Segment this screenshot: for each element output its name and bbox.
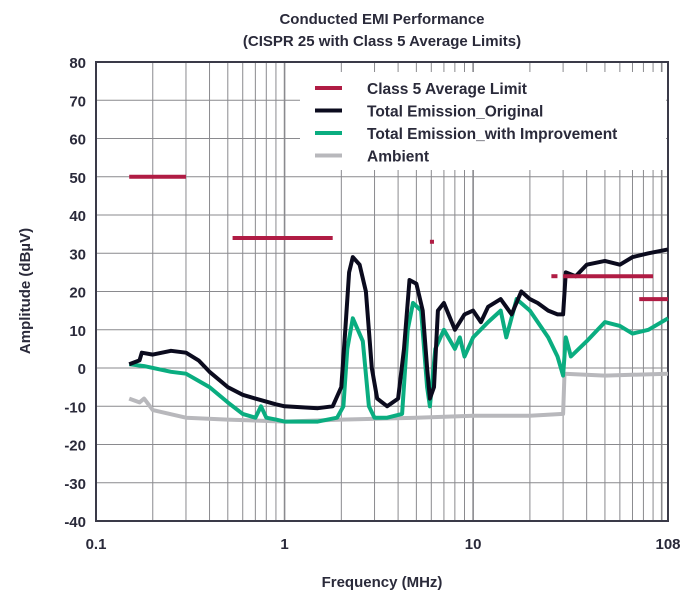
y-tick-label: 0	[78, 361, 86, 378]
y-tick-label: -10	[64, 399, 86, 416]
x-axis-label: Frequency (MHz)	[322, 574, 443, 591]
y-tick-label: -40	[64, 514, 86, 531]
y-tick-label: 20	[69, 285, 86, 302]
series-line-total-emission-original	[128, 247, 669, 411]
x-tick-label: 10	[465, 536, 482, 553]
chart-subtitle: (CISPR 25 with Class 5 Average Limits)	[243, 33, 521, 50]
legend-label: Ambient	[367, 149, 429, 166]
legend-label: Class 5 Average Limit	[367, 81, 527, 98]
y-tick-label: 10	[69, 323, 86, 340]
y-tick-label: -30	[64, 476, 86, 493]
legend-label: Total Emission_with Improvement	[367, 126, 617, 143]
y-tick-label: 70	[69, 93, 86, 110]
y-tick-label: -20	[64, 438, 86, 455]
legend-label: Total Emission_Original	[367, 104, 543, 121]
y-tick-label: 80	[69, 55, 86, 72]
series-line-ambient	[128, 371, 669, 424]
x-tick-label: 108	[655, 536, 680, 553]
y-tick-label: 50	[69, 170, 86, 187]
y-tick-label: 30	[69, 246, 86, 263]
legend-box	[300, 72, 666, 170]
y-tick-label: 60	[69, 132, 86, 149]
chart-title: Conducted EMI Performance	[279, 11, 484, 28]
plot-border	[95, 61, 669, 522]
x-tick-label: 0.1	[86, 536, 107, 553]
y-axis-label: Amplitude (dBµV)	[17, 228, 34, 354]
y-tick-label: 40	[69, 208, 86, 225]
x-tick-label: 1	[280, 536, 288, 553]
